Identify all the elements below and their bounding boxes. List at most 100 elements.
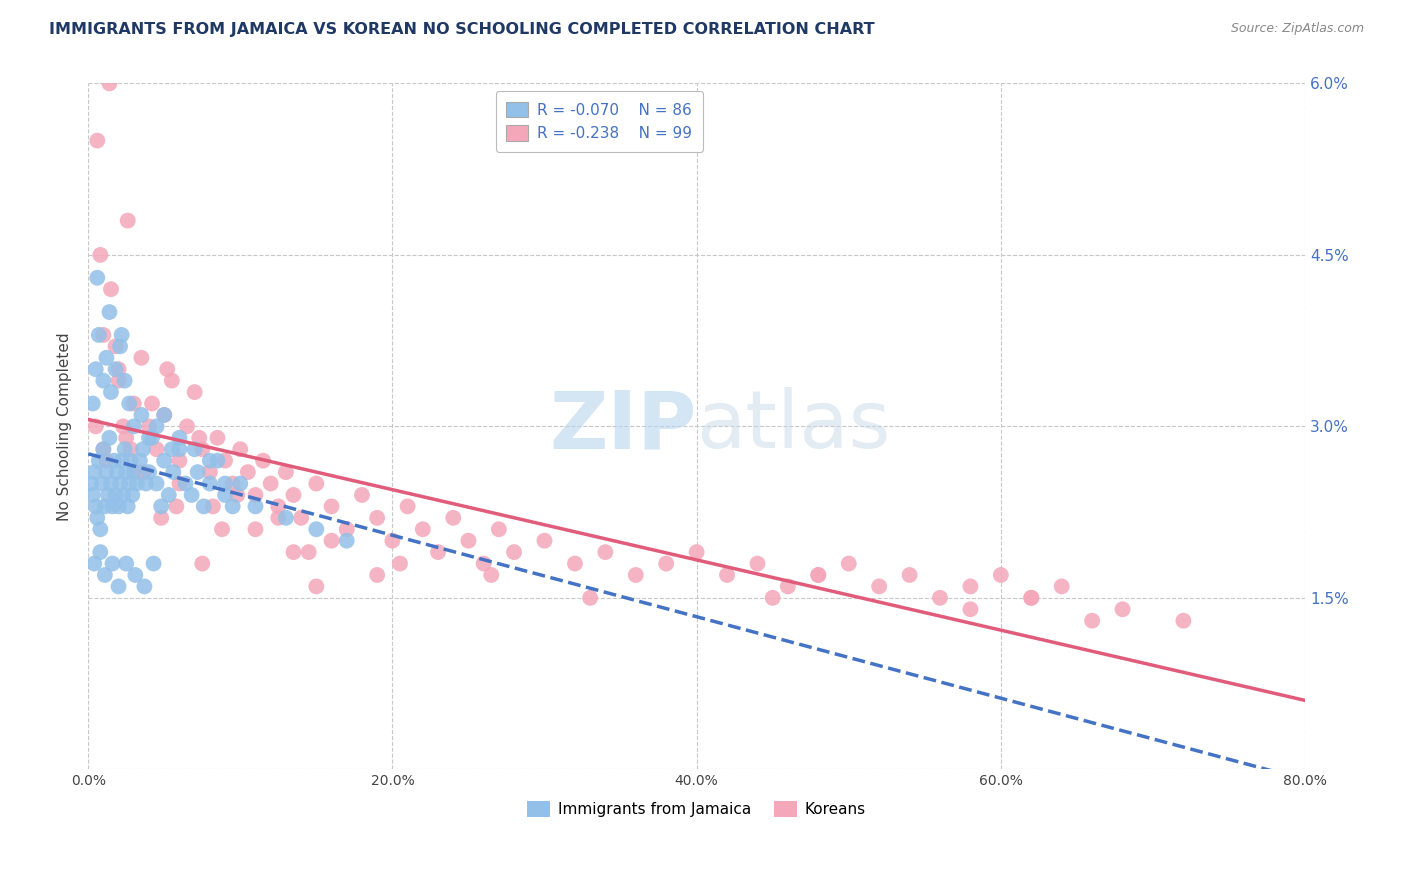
Point [108, 476, 131, 491]
Point [366, 568, 388, 582]
Point [488, 522, 510, 536]
Point [169, 442, 191, 457]
Point [169, 476, 191, 491]
Point [120, 453, 142, 467]
Point [807, 568, 830, 582]
Point [959, 579, 981, 593]
Point [716, 568, 738, 582]
Point [114, 374, 136, 388]
Point [93, 374, 115, 388]
Point [174, 476, 197, 491]
Point [221, 500, 243, 514]
Point [180, 488, 202, 502]
Point [1019, 591, 1042, 605]
Point [579, 591, 602, 605]
Point [145, 442, 167, 457]
Point [350, 488, 373, 502]
Point [321, 533, 343, 548]
Point [838, 557, 860, 571]
Point [188, 431, 211, 445]
Point [868, 579, 890, 593]
Point [229, 442, 252, 457]
Point [122, 465, 145, 479]
Point [336, 533, 359, 548]
Point [84, 362, 107, 376]
Point [86, 134, 108, 148]
Point [595, 545, 617, 559]
Point [138, 465, 160, 479]
Point [747, 557, 769, 571]
Point [165, 500, 187, 514]
Point [381, 533, 404, 548]
Point [98, 77, 121, 91]
Point [898, 568, 921, 582]
Point [245, 500, 267, 514]
Point [388, 557, 411, 571]
Point [83, 465, 105, 479]
Point [89, 522, 111, 536]
Point [283, 545, 305, 559]
Point [153, 453, 176, 467]
Point [104, 339, 127, 353]
Point [96, 453, 118, 467]
Point [191, 442, 214, 457]
Point [108, 339, 131, 353]
Legend: Immigrants from Jamaica, Koreans: Immigrants from Jamaica, Koreans [522, 795, 872, 823]
Point [112, 488, 135, 502]
Point [114, 442, 136, 457]
Point [93, 327, 115, 342]
Point [131, 408, 153, 422]
Point [479, 568, 502, 582]
Point [207, 431, 229, 445]
Point [117, 213, 139, 227]
Point [121, 488, 143, 502]
Point [260, 476, 283, 491]
Point [84, 500, 107, 514]
Point [138, 431, 160, 445]
Point [252, 453, 274, 467]
Point [193, 500, 215, 514]
Point [207, 453, 229, 467]
Point [274, 511, 297, 525]
Point [214, 476, 236, 491]
Point [564, 557, 586, 571]
Point [183, 385, 205, 400]
Point [685, 545, 707, 559]
Point [118, 476, 141, 491]
Point [214, 488, 236, 502]
Point [124, 568, 146, 582]
Point [128, 453, 150, 467]
Point [87, 327, 110, 342]
Point [1081, 614, 1104, 628]
Point [169, 431, 191, 445]
Point [274, 465, 297, 479]
Point [298, 545, 321, 559]
Point [267, 511, 290, 525]
Text: atlas: atlas [696, 387, 891, 466]
Point [221, 476, 243, 491]
Point [98, 305, 121, 319]
Point [94, 568, 117, 582]
Point [1050, 579, 1073, 593]
Point [141, 396, 163, 410]
Point [290, 511, 312, 525]
Point [115, 557, 138, 571]
Point [93, 442, 115, 457]
Point [366, 511, 388, 525]
Point [94, 500, 117, 514]
Point [132, 442, 155, 457]
Point [533, 533, 555, 548]
Point [472, 557, 495, 571]
Point [100, 282, 122, 296]
Point [89, 545, 111, 559]
Point [135, 476, 157, 491]
Point [156, 362, 179, 376]
Point [305, 522, 328, 536]
Point [153, 408, 176, 422]
Point [83, 557, 105, 571]
Point [117, 500, 139, 514]
Point [104, 488, 127, 502]
Point [97, 488, 120, 502]
Point [187, 465, 209, 479]
Point [176, 419, 198, 434]
